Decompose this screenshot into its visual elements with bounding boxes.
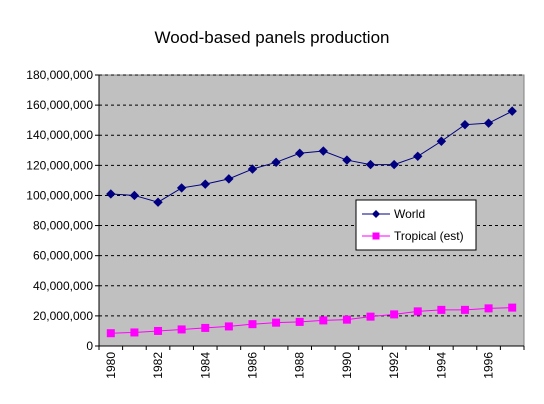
x-tick-label: 1988 [293,352,307,379]
data-point [106,329,115,338]
legend-label: Tropical (est) [394,229,464,243]
data-point [366,312,375,321]
data-point [177,325,186,334]
series-world [106,106,517,207]
data-point [200,179,210,189]
data-point [224,174,234,184]
y-tick-label: 60,000,000 [33,249,93,263]
y-tick-label: 40,000,000 [33,279,93,293]
data-point [248,320,257,329]
y-tick-label: 140,000,000 [26,128,93,142]
data-point [272,318,281,327]
data-point [507,106,517,116]
data-point [201,323,210,332]
data-point [271,157,281,168]
data-point [153,197,163,207]
y-tick-label: 80,000,000 [33,219,93,233]
y-tick-label: 0 [86,339,93,353]
x-tick-label: 1994 [434,352,448,379]
data-point [295,317,304,326]
data-point [390,310,399,319]
data-point [436,136,447,146]
x-tick-label: 1992 [387,352,401,379]
data-point [460,119,470,130]
x-axis-ticks: 1980 1982 1984 1986 1988 1990 1992 1994 1996 [98,346,525,379]
data-point [224,322,233,331]
data-point [247,164,258,174]
data-point [460,305,469,314]
legend: World Tropical (est) [355,199,477,251]
x-tick-label: 1980 [104,352,118,379]
legend-item: Tropical (est) [362,229,464,243]
data-point [484,304,493,313]
gridlines [99,74,524,317]
data-point [130,328,139,337]
data-point [437,305,446,314]
series-group [106,106,517,338]
data-point [154,326,163,335]
legend-label: World [394,207,425,221]
data-point [389,159,399,170]
data-point [294,148,305,158]
data-point [483,118,494,128]
data-point [342,315,351,324]
y-tick-label: 20,000,000 [33,309,93,323]
chart-title: Wood-based panels production [154,28,389,47]
legend-item: World [362,207,425,221]
data-point [106,189,116,199]
series-tropical-est [106,303,517,338]
y-tick-label: 100,000,000 [26,188,93,202]
x-tick-label: 1982 [151,352,165,379]
legend-marker [372,210,380,218]
y-axis-ticks: 0 20,000,000 40,000,000 60,000,000 80,000,00… [26,68,99,353]
data-point [342,155,352,165]
legend-box [355,199,477,251]
y-tick-label: 180,000,000 [26,68,93,82]
data-point [318,146,329,156]
data-point [319,316,328,325]
data-point [129,190,140,201]
data-point [413,151,423,162]
y-tick-label: 120,000,000 [26,158,93,172]
legend-marker [372,232,380,240]
x-tick-label: 1984 [198,352,212,379]
data-point [508,303,517,312]
y-tick-label: 160,000,000 [26,98,93,112]
x-tick-label: 1996 [482,352,496,379]
x-tick-label: 1990 [340,352,354,379]
data-point [413,307,422,316]
series-line [110,110,513,203]
data-point [176,183,187,193]
x-tick-label: 1986 [245,352,259,379]
data-point [365,159,376,170]
